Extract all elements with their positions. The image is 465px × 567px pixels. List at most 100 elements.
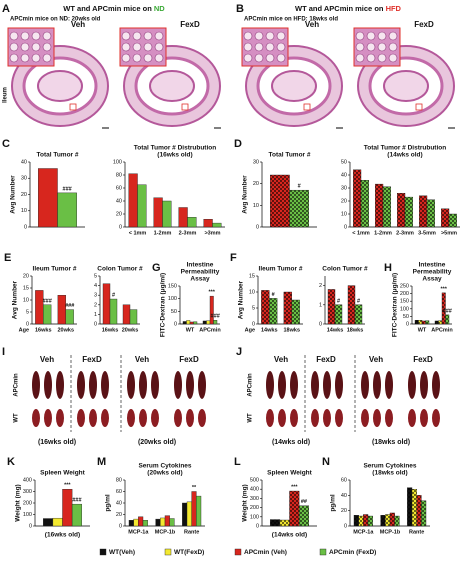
spleen (101, 409, 109, 427)
panel-letter: M (97, 456, 106, 468)
tissue (271, 70, 317, 102)
gland (366, 53, 376, 63)
y-tick-label: 100 (400, 306, 409, 312)
y-axis-label: Weight (mg) (15, 484, 22, 521)
group-label: FexD (414, 20, 434, 29)
spleen (311, 409, 319, 427)
x-tick-label: 16wks (102, 327, 119, 333)
x-tick-label: MCP-1b (380, 529, 401, 535)
y-tick-label: 0 (406, 321, 409, 327)
gland (9, 42, 19, 52)
gland (355, 42, 365, 52)
bar-hatch (355, 304, 362, 324)
chart-title: Ileum Tumor # (259, 266, 303, 273)
age-label: (16wks old) (38, 439, 76, 446)
subtitle: APCmin mice on ND: 20wks old (10, 17, 101, 23)
y-tick-label: 15 (249, 273, 255, 279)
bar-hatch (419, 195, 427, 227)
bar (160, 517, 166, 527)
panel-letter: K (7, 456, 15, 468)
bar (102, 283, 111, 325)
gland (143, 42, 153, 52)
y-tick-label: 100 (250, 514, 259, 520)
bar-hatch (421, 500, 426, 526)
bar-hatch (390, 512, 395, 526)
bar-hatch (353, 169, 361, 227)
bar (122, 304, 131, 325)
gland (121, 42, 131, 52)
bar-hatch (412, 489, 417, 526)
gland (243, 42, 253, 52)
y-tick-label: 20 (116, 211, 122, 217)
gland (9, 53, 19, 63)
row-label: WT (14, 413, 20, 423)
group-label: Veh (135, 355, 149, 364)
bar (206, 320, 211, 325)
chart-title: Spleen Weight (267, 470, 312, 477)
gland (143, 31, 153, 41)
gland (243, 53, 253, 63)
bar (213, 320, 218, 325)
gland (121, 31, 131, 41)
bar (52, 517, 63, 527)
spleen (361, 371, 369, 399)
spleen (77, 371, 85, 399)
spleen (373, 409, 381, 427)
x-axis-label: (14wks old) (272, 532, 307, 539)
spleen (290, 371, 298, 399)
panel-letter: B (236, 3, 244, 15)
y-tick-label: 50 (171, 309, 177, 315)
y-tick-label: 150 (168, 283, 177, 289)
spleen (89, 371, 97, 399)
chart-title: Total Tumor # Distrubution (364, 145, 446, 152)
chart-title: Colon Tumor # (322, 266, 368, 273)
y-tick-label: 200 (400, 291, 409, 297)
group-label: FexD (316, 355, 336, 364)
y-tick-label: 20 (341, 508, 347, 514)
y-tick-label: 20 (341, 198, 347, 204)
bar (202, 320, 207, 325)
y-axis-label: Avg Number (12, 280, 19, 319)
gland (31, 31, 41, 41)
significance: ## (301, 499, 307, 505)
spleen (373, 371, 381, 399)
y-tick-label: 0 (252, 321, 255, 327)
panel-title: WT and APCmin mice on ND (63, 4, 165, 13)
gland (254, 42, 264, 52)
bar (186, 501, 192, 527)
y-axis-label: Weight (mg) (242, 484, 249, 521)
significance: *** (441, 286, 448, 292)
significance: ** (192, 485, 197, 491)
y-tick-label: 300 (23, 489, 32, 495)
bar-hatch (270, 175, 290, 227)
spleen (361, 409, 369, 427)
y-tick-label: 200 (250, 505, 259, 511)
bar (196, 495, 202, 527)
bar-hatch (269, 298, 278, 324)
significance: *** (291, 484, 298, 490)
bar (35, 290, 44, 325)
gland (121, 53, 131, 63)
y-axis-label: FITC-Dextran (μg/ml) (160, 273, 167, 337)
bar-hatch (405, 197, 413, 227)
panel-letter: D (234, 138, 242, 150)
bar (178, 207, 188, 228)
bar (209, 295, 214, 325)
bar (186, 320, 191, 325)
roi (181, 103, 189, 111)
x-tick-label: < 1mm (352, 230, 370, 236)
bar (109, 298, 118, 325)
y-tick-label: 40 (116, 500, 122, 506)
bar-hatch (422, 320, 426, 324)
roi (415, 103, 423, 111)
spleen (174, 409, 182, 427)
y-tick-label: 40 (341, 493, 347, 499)
panel-letter: I (2, 346, 5, 358)
gland (388, 53, 398, 63)
y-tick-label: 0 (256, 224, 259, 230)
y-tick-label: 40 (341, 172, 347, 178)
x-axis-label: (16wks old) (45, 532, 80, 539)
gland (243, 31, 253, 41)
x-prefix: Age (245, 327, 255, 333)
gland (42, 31, 52, 41)
